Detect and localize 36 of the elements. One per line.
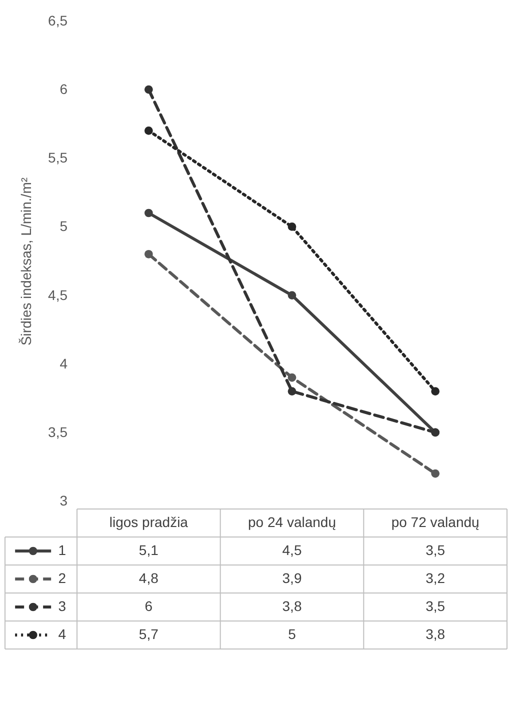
data-label: 5,7 xyxy=(138,626,159,642)
data-label: 3,5 xyxy=(426,598,446,614)
point xyxy=(288,222,296,231)
data-label: 5 xyxy=(288,626,296,642)
data-label: 3,8 xyxy=(282,598,302,614)
point xyxy=(288,291,296,300)
y-tick-label: 3 xyxy=(60,492,68,508)
y-tick-label: 4,5 xyxy=(48,286,68,303)
data-label: 4,5 xyxy=(282,542,302,558)
x-tick-label: po 72 valandų xyxy=(391,514,480,530)
point xyxy=(288,387,296,396)
data-label: 4,8 xyxy=(138,570,159,586)
y-axis-title: Širdies indeksas, L/min./m² xyxy=(18,177,34,346)
data-label: 3,8 xyxy=(426,626,446,642)
point xyxy=(144,250,153,258)
data-label: 3,2 xyxy=(426,570,446,586)
data-label: 6 xyxy=(144,598,153,614)
y-tick-label: 5,5 xyxy=(48,150,68,166)
x-tick-label: po 24 valandų xyxy=(248,514,336,530)
y-tick-label: 6,5 xyxy=(48,12,68,28)
point xyxy=(144,208,153,218)
y-tick-label: 3,5 xyxy=(48,424,68,440)
point xyxy=(431,387,440,396)
point xyxy=(144,85,153,94)
x-tick-label: ligos pradžia xyxy=(109,514,188,530)
data-label: 3,9 xyxy=(282,570,302,586)
y-tick-label: 6 xyxy=(60,81,68,98)
point xyxy=(144,126,153,135)
data-label: 3,5 xyxy=(426,542,446,558)
legend-label: 1 xyxy=(58,542,66,558)
point xyxy=(431,469,440,478)
point xyxy=(288,373,296,382)
y-tick-label: 5 xyxy=(60,218,68,234)
y-tick-label: 4 xyxy=(60,355,68,372)
legend-label: 2 xyxy=(58,570,66,586)
data-label: 5,1 xyxy=(138,542,159,558)
